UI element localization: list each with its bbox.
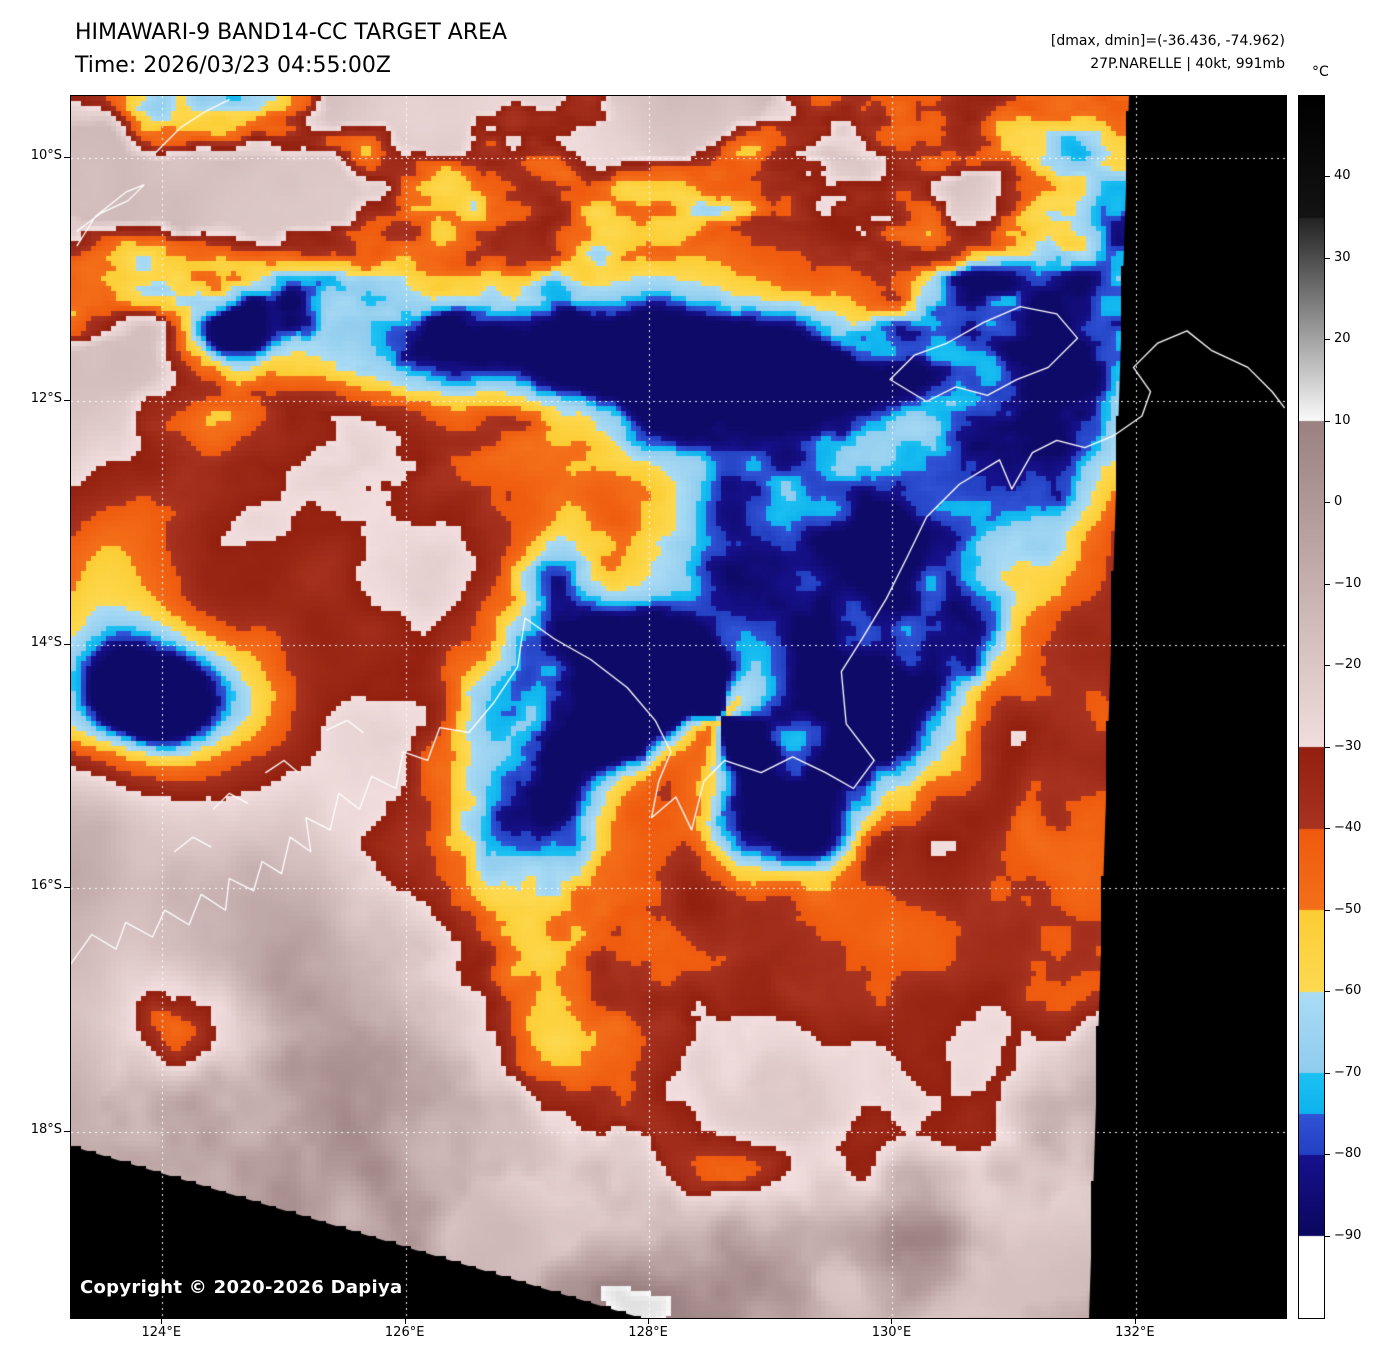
lon-tick-label: 128°E (628, 1325, 668, 1340)
storm-info-annotation: 27P.NARELLE | 40kt, 991mb (1090, 56, 1285, 72)
colorbar-tick-label: −60 (1334, 983, 1362, 999)
lat-tick-mark (64, 400, 70, 402)
colorbar-unit-label: °C (1312, 64, 1329, 80)
lon-tick-label: 132°E (1115, 1325, 1155, 1340)
header: HIMAWARI-9 BAND14-CC TARGET AREA Time: 2… (75, 16, 507, 82)
satellite-map: Copyright © 2020-2026 Dapiya (70, 95, 1287, 1319)
colorbar-tick-label: −30 (1334, 738, 1362, 754)
colorbar-tick-label: −80 (1334, 1146, 1362, 1162)
colorbar-tick-mark (1324, 665, 1330, 667)
colorbar-tick-mark (1324, 176, 1330, 178)
lat-tick-label: 18°S (30, 1121, 62, 1137)
colorbar-tick-label: −50 (1334, 901, 1362, 917)
colorbar-tick-label: −40 (1334, 820, 1362, 836)
annotations: [dmax, dmin]=(-36.436, -74.962) 27P.NARE… (1051, 30, 1285, 76)
lat-tick-mark (64, 643, 70, 645)
colorbar-tick-label: 40 (1334, 168, 1351, 184)
colorbar-tick-mark (1324, 1235, 1330, 1237)
lon-tick-mark (404, 1318, 406, 1324)
colorbar-canvas (1299, 96, 1324, 1318)
lat-tick-mark (64, 887, 70, 889)
lat-tick-mark (64, 157, 70, 159)
colorbar-tick-mark (1324, 257, 1330, 259)
lon-tick-label: 124°E (141, 1325, 182, 1340)
copyright-label: Copyright © 2020-2026 Dapiya (80, 1277, 403, 1298)
lat-tick-label: 10°S (30, 148, 62, 164)
dmax-dmin-annotation: [dmax, dmin]=(-36.436, -74.962) (1050, 33, 1285, 49)
product-title: HIMAWARI-9 BAND14-CC TARGET AREA (75, 20, 508, 45)
colorbar-tick-mark (1324, 583, 1330, 585)
lat-tick-label: 14°S (30, 634, 62, 650)
colorbar-tick-label: 20 (1334, 331, 1351, 347)
lon-tick-label: 126°E (384, 1325, 425, 1340)
colorbar-tick-label: −90 (1334, 1227, 1362, 1243)
colorbar-tick-label: 10 (1334, 412, 1351, 428)
product-time: Time: 2026/03/23 04:55:00Z (75, 53, 391, 78)
colorbar-tick-mark (1324, 828, 1330, 830)
colorbar-tick-label: −10 (1334, 575, 1362, 591)
colorbar-tick-mark (1324, 502, 1330, 504)
colorbar (1298, 95, 1325, 1319)
colorbar-tick-label: 30 (1334, 249, 1351, 265)
colorbar-tick-mark (1324, 1154, 1330, 1156)
lat-tick-label: 12°S (30, 391, 62, 407)
lat-tick-label: 16°S (30, 878, 62, 894)
colorbar-tick-label: 0 (1334, 494, 1343, 510)
colorbar-tick-mark (1324, 991, 1330, 993)
colorbar-tick-label: −70 (1334, 1064, 1362, 1080)
lon-tick-mark (891, 1318, 893, 1324)
colorbar-tick-mark (1324, 1072, 1330, 1074)
lon-tick-mark (1134, 1318, 1136, 1324)
colorbar-tick-mark (1324, 909, 1330, 911)
satellite-imagery-canvas (71, 96, 1286, 1318)
lon-tick-mark (648, 1318, 650, 1324)
colorbar-tick-label: −20 (1334, 657, 1362, 673)
colorbar-tick-mark (1324, 339, 1330, 341)
colorbar-tick-mark (1324, 746, 1330, 748)
lat-tick-mark (64, 1130, 70, 1132)
lon-tick-mark (161, 1318, 163, 1324)
colorbar-tick-mark (1324, 420, 1330, 422)
lon-tick-label: 130°E (871, 1325, 912, 1340)
